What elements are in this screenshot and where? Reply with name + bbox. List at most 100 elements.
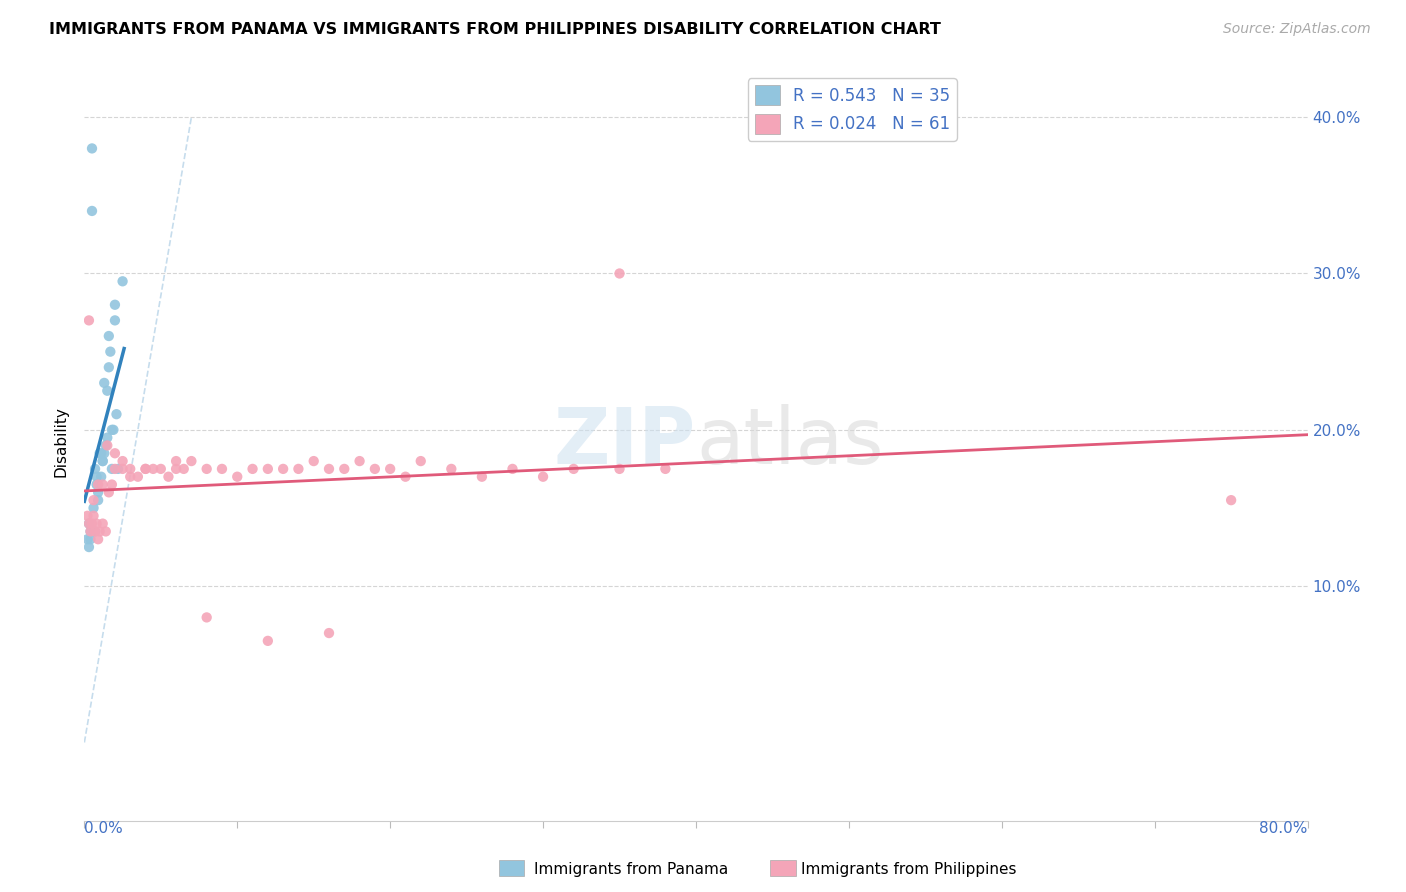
- Point: [654, 462, 676, 476]
- Point: [409, 454, 432, 468]
- Point: [1220, 493, 1243, 508]
- Point: [90, 446, 112, 460]
- Point: [104, 313, 127, 327]
- Point: [333, 462, 356, 476]
- Point: [91, 477, 114, 491]
- Point: [135, 462, 157, 476]
- Text: Source: ZipAtlas.com: Source: ZipAtlas.com: [1223, 22, 1371, 37]
- Point: [302, 454, 325, 468]
- Text: IMMIGRANTS FROM PANAMA VS IMMIGRANTS FROM PHILIPPINES DISABILITY CORRELATION CHA: IMMIGRANTS FROM PANAMA VS IMMIGRANTS FRO…: [49, 22, 941, 37]
- Point: [91, 454, 114, 468]
- Point: [257, 633, 280, 648]
- Bar: [770, 860, 796, 876]
- Point: [97, 485, 120, 500]
- Point: [609, 267, 631, 281]
- Point: [111, 274, 134, 288]
- Point: [96, 431, 118, 445]
- Point: [104, 298, 127, 312]
- Point: [98, 344, 121, 359]
- Point: [195, 610, 218, 624]
- Point: [380, 462, 402, 476]
- Point: [105, 407, 128, 421]
- Point: [609, 462, 631, 476]
- Point: [111, 462, 134, 476]
- Point: [86, 516, 108, 531]
- Point: [318, 626, 340, 640]
- Point: [165, 454, 187, 468]
- Point: [84, 524, 107, 539]
- Y-axis label: Disability: Disability: [53, 406, 69, 477]
- Point: [101, 477, 124, 491]
- Point: [349, 454, 371, 468]
- Point: [79, 524, 101, 539]
- Point: [87, 477, 110, 491]
- Point: [93, 446, 115, 460]
- Point: [103, 423, 125, 437]
- Point: [77, 313, 100, 327]
- Point: [91, 454, 114, 468]
- Point: [364, 462, 387, 476]
- Point: [127, 469, 149, 483]
- Point: [104, 446, 127, 460]
- Point: [562, 462, 585, 476]
- Point: [531, 469, 554, 483]
- Point: [440, 462, 463, 476]
- Point: [77, 516, 100, 531]
- Point: [86, 477, 108, 491]
- Point: [77, 516, 100, 531]
- Point: [97, 360, 120, 375]
- Point: [77, 540, 100, 554]
- Point: [142, 462, 165, 476]
- Point: [91, 516, 114, 531]
- Text: ZIP: ZIP: [554, 403, 696, 480]
- Point: [104, 462, 127, 476]
- Point: [97, 329, 120, 343]
- Point: [157, 469, 180, 483]
- Text: Immigrants from Philippines: Immigrants from Philippines: [801, 863, 1017, 877]
- Bar: [499, 860, 524, 876]
- Point: [120, 462, 142, 476]
- Point: [111, 454, 134, 468]
- Point: [149, 462, 172, 476]
- Point: [394, 469, 416, 483]
- Point: [93, 376, 115, 390]
- Legend: R = 0.543   N = 35, R = 0.024   N = 61: R = 0.543 N = 35, R = 0.024 N = 61: [748, 78, 956, 141]
- Point: [195, 462, 218, 476]
- Point: [96, 438, 118, 452]
- Point: [79, 533, 101, 547]
- Point: [76, 533, 98, 547]
- Point: [90, 469, 112, 483]
- Point: [80, 516, 103, 531]
- Point: [257, 462, 280, 476]
- Point: [96, 384, 118, 398]
- Point: [84, 462, 107, 476]
- Point: [471, 469, 494, 483]
- Point: [84, 524, 107, 539]
- Point: [86, 469, 108, 483]
- Point: [107, 462, 129, 476]
- Point: [89, 524, 111, 539]
- Point: [94, 524, 117, 539]
- Point: [211, 462, 233, 476]
- Point: [165, 462, 187, 476]
- Point: [226, 469, 249, 483]
- Text: 80.0%: 80.0%: [1260, 821, 1308, 836]
- Point: [83, 493, 105, 508]
- Point: [271, 462, 294, 476]
- Point: [87, 485, 110, 500]
- Text: Immigrants from Panama: Immigrants from Panama: [534, 863, 728, 877]
- Point: [101, 423, 124, 437]
- Point: [318, 462, 340, 476]
- Point: [89, 446, 111, 460]
- Point: [180, 454, 202, 468]
- Point: [502, 462, 524, 476]
- Point: [120, 469, 142, 483]
- Point: [79, 524, 101, 539]
- Point: [80, 141, 103, 155]
- Point: [87, 493, 110, 508]
- Text: atlas: atlas: [696, 403, 883, 480]
- Point: [242, 462, 264, 476]
- Point: [173, 462, 195, 476]
- Point: [80, 203, 103, 218]
- Point: [94, 438, 117, 452]
